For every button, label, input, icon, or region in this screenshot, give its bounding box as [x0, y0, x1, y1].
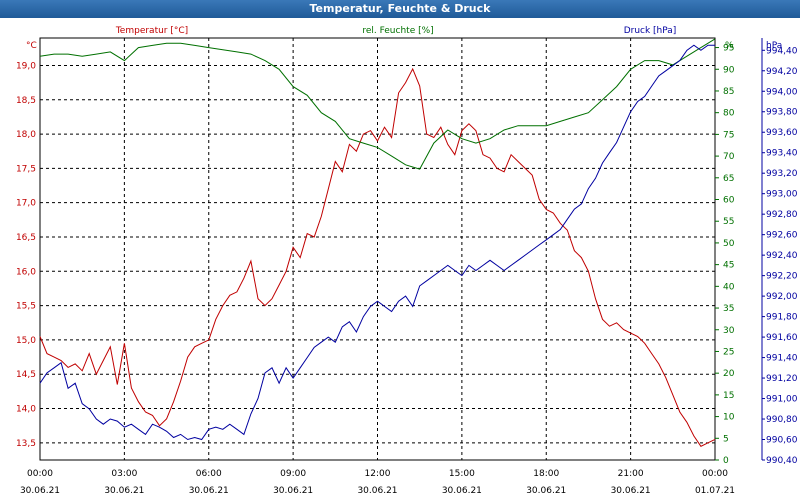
- y-tick-pressure: 992,00: [766, 292, 798, 302]
- y-tick-humidity: 50: [723, 239, 735, 249]
- y-tick-humidity: 95: [723, 44, 734, 54]
- x-tick-date: 30.06.21: [189, 486, 229, 496]
- y-tick-humidity: 0: [723, 456, 729, 466]
- x-tick-time: 03:00: [111, 469, 137, 479]
- y-tick-temperature: 14,5: [16, 370, 36, 380]
- x-tick-time: 06:00: [196, 469, 222, 479]
- x-tick-time: 15:00: [449, 469, 475, 479]
- y-tick-humidity: 5: [723, 434, 729, 444]
- y-tick-humidity: 70: [723, 152, 735, 162]
- y-tick-pressure: 993,20: [766, 169, 798, 179]
- y-tick-pressure: 994,00: [766, 87, 798, 97]
- y-tick-temperature: 13,5: [16, 439, 36, 449]
- y-tick-humidity: 35: [723, 304, 734, 314]
- y-tick-pressure: 992,20: [766, 272, 798, 282]
- y-tick-pressure: 990,80: [766, 415, 798, 425]
- y-tick-humidity: 40: [723, 282, 735, 292]
- x-tick-date: 30.06.21: [442, 486, 482, 496]
- y-tick-humidity: 15: [723, 391, 734, 401]
- y-tick-temperature: 15,0: [16, 336, 36, 346]
- y-tick-pressure: 991,20: [766, 374, 798, 384]
- y-tick-humidity: 60: [723, 196, 735, 206]
- y-tick-temperature: 18,5: [16, 96, 36, 106]
- y-tick-humidity: 45: [723, 261, 734, 271]
- tick-labels: 00:00 30.06.21 03:00 30.06.21 06:00 30.06.21 0…: [16, 44, 798, 496]
- y-tick-pressure: 993,00: [766, 190, 798, 200]
- y-tick-pressure: 991,40: [766, 354, 798, 364]
- y-tick-temperature: 14,0: [16, 405, 36, 415]
- y-tick-temperature: 16,5: [16, 233, 36, 243]
- y-tick-pressure: 991,60: [766, 333, 798, 343]
- x-tick-date: 30.06.21: [273, 486, 313, 496]
- y-tick-pressure: 994,40: [766, 46, 798, 56]
- chart-title: Temperatur, Feuchte & Druck: [0, 0, 800, 18]
- temperature-axis-label: Temperatur [°C]: [115, 26, 188, 36]
- y-tick-humidity: 90: [723, 65, 735, 75]
- y-tick-pressure: 993,40: [766, 149, 798, 159]
- humidity-axis-label: rel. Feuchte [%]: [362, 26, 433, 36]
- y-tick-humidity: 85: [723, 87, 734, 97]
- y-tick-pressure: 990,60: [766, 436, 798, 446]
- y-tick-humidity: 20: [723, 369, 735, 379]
- y-tick-pressure: 992,80: [766, 210, 798, 220]
- x-tick-date: 30.06.21: [20, 486, 60, 496]
- y-tick-humidity: 10: [723, 413, 735, 423]
- x-tick-time: 00:00: [702, 469, 728, 479]
- temperature-line: [39, 67, 716, 447]
- x-tick-date: 30.06.21: [357, 486, 397, 496]
- humidity-unit: %: [725, 41, 734, 51]
- x-tick-time: 09:00: [280, 469, 306, 479]
- x-tick-date: 30.06.21: [104, 486, 144, 496]
- pressure-unit: hPa: [766, 41, 782, 51]
- x-tick-date: 01.07.21: [695, 486, 735, 496]
- y-tick-temperature: 15,5: [16, 302, 36, 312]
- x-tick-time: 00:00: [27, 469, 53, 479]
- y-tick-humidity: 65: [723, 174, 734, 184]
- x-tick-time: 18:00: [533, 469, 559, 479]
- y-tick-temperature: 17,0: [16, 199, 36, 209]
- y-tick-temperature: 18,0: [16, 130, 36, 140]
- pressure-line: [39, 44, 715, 441]
- series-lines: [39, 38, 716, 447]
- humidity-line: [39, 38, 716, 170]
- axis-labels: Temperatur [°C] rel. Feuchte [%] Druck [hP…: [26, 26, 782, 51]
- y-tick-humidity: 75: [723, 130, 734, 140]
- y-tick-pressure: 991,80: [766, 313, 798, 323]
- y-tick-humidity: 25: [723, 347, 734, 357]
- y-tick-humidity: 55: [723, 217, 734, 227]
- y-tick-temperature: 16,0: [16, 267, 36, 277]
- y-tick-pressure: 992,40: [766, 251, 798, 261]
- y-tick-pressure: 993,80: [766, 108, 798, 118]
- y-tick-humidity: 30: [723, 326, 735, 336]
- y-tick-temperature: 19,0: [16, 61, 36, 71]
- chart-area: Temperatur [°C] rel. Feuchte [%] Druck [hP…: [16, 26, 798, 496]
- y-tick-pressure: 992,60: [766, 231, 798, 241]
- x-tick-date: 30.06.21: [526, 486, 566, 496]
- x-tick-date: 30.06.21: [611, 486, 651, 496]
- y-tick-pressure: 994,20: [766, 67, 798, 77]
- x-tick-time: 21:00: [618, 469, 644, 479]
- y-tick-pressure: 991,00: [766, 395, 798, 405]
- grid-lines: [39, 37, 765, 461]
- y-tick-temperature: 17,5: [16, 164, 36, 174]
- x-tick-time: 12:00: [365, 469, 391, 479]
- temperature-unit: °C: [26, 41, 37, 51]
- y-tick-humidity: 80: [723, 109, 735, 119]
- y-tick-pressure: 993,60: [766, 128, 798, 138]
- y-tick-pressure: 990,40: [766, 456, 798, 466]
- pressure-axis-label: Druck [hPa]: [624, 26, 677, 36]
